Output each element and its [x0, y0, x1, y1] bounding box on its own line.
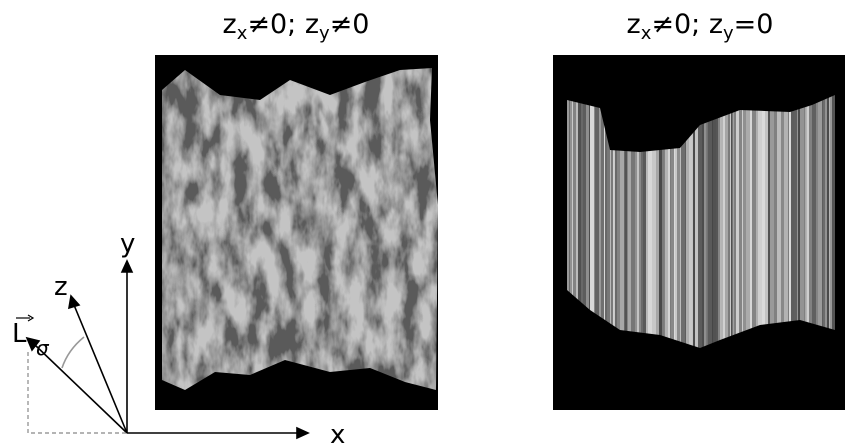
stripe — [721, 90, 723, 360]
stripe — [768, 90, 770, 360]
stripe — [800, 90, 804, 360]
stripe — [708, 90, 712, 360]
stripe — [736, 90, 739, 360]
angle-arc — [62, 337, 84, 368]
stripe — [829, 90, 830, 360]
stripe — [739, 90, 742, 360]
stripe — [723, 90, 725, 360]
title-text: ≠0; z — [651, 9, 723, 40]
stripe — [752, 90, 756, 360]
stripe — [712, 90, 713, 360]
stripe — [825, 90, 827, 360]
stripe — [807, 90, 809, 360]
stripe — [698, 90, 702, 360]
arrowhead — [69, 296, 79, 308]
light-vector — [35, 345, 127, 433]
projection-lines — [28, 352, 127, 433]
stripe — [822, 90, 823, 360]
stripe — [789, 90, 791, 360]
stripe — [784, 90, 788, 360]
axis-label: y — [120, 229, 135, 259]
subscript: y — [319, 23, 330, 44]
stripe — [734, 90, 736, 360]
stripe — [806, 90, 807, 360]
stripe — [713, 90, 716, 360]
stripe — [827, 90, 829, 360]
stripe — [812, 90, 816, 360]
panel-title: zx≠0; zy=0 — [627, 9, 774, 44]
arrowhead — [122, 261, 132, 272]
title-text: ≠0 — [330, 9, 370, 40]
arrowhead — [297, 428, 308, 438]
stripe — [797, 90, 798, 360]
stripe — [830, 90, 832, 360]
axis-label: L — [12, 319, 27, 349]
subscript: y — [723, 23, 734, 44]
surface-rough — [162, 68, 438, 390]
stripe — [794, 90, 797, 360]
stripe — [762, 90, 765, 360]
stripe — [756, 90, 758, 360]
stripe — [702, 90, 704, 360]
stripe — [765, 90, 768, 360]
panel-title: zx≠0; zy≠0 — [223, 9, 370, 44]
subscript: x — [641, 23, 652, 44]
stripe — [777, 90, 781, 360]
stripe — [805, 90, 806, 360]
stripe — [720, 90, 721, 360]
stripe — [788, 90, 789, 360]
axis-label: x — [330, 420, 345, 444]
stripe — [716, 90, 718, 360]
stripe — [746, 90, 750, 360]
stripe — [743, 90, 746, 360]
title-text: =0 — [734, 9, 774, 40]
title-text: z — [627, 9, 641, 40]
stripe — [818, 90, 822, 360]
stripe — [758, 90, 762, 360]
stripe — [781, 90, 784, 360]
stripe — [707, 90, 708, 360]
stripe — [718, 90, 720, 360]
stripe — [725, 90, 728, 360]
stripe — [770, 90, 774, 360]
figure: zx≠0; zy≠0 zx≠0; zy=0 x y z L σ — [0, 0, 846, 444]
stripe — [732, 90, 733, 360]
stripe — [816, 90, 818, 360]
stripe — [706, 90, 707, 360]
stripe — [750, 90, 752, 360]
stripe — [704, 90, 706, 360]
stripe — [809, 90, 812, 360]
stripe — [742, 90, 743, 360]
stripe — [731, 90, 732, 360]
title-text: z — [223, 9, 237, 40]
stripe — [695, 90, 698, 360]
angle-label: σ — [36, 336, 50, 360]
stripe — [798, 90, 800, 360]
axis-label: z — [54, 272, 68, 302]
z-axis — [74, 305, 127, 433]
stripe — [791, 90, 794, 360]
subscript: x — [237, 23, 248, 44]
stripe — [728, 90, 730, 360]
stripe — [730, 90, 731, 360]
stripe — [774, 90, 777, 360]
title-text: ≠0; z — [247, 9, 319, 40]
stripe — [804, 90, 805, 360]
stripe — [823, 90, 825, 360]
stripe — [733, 90, 734, 360]
